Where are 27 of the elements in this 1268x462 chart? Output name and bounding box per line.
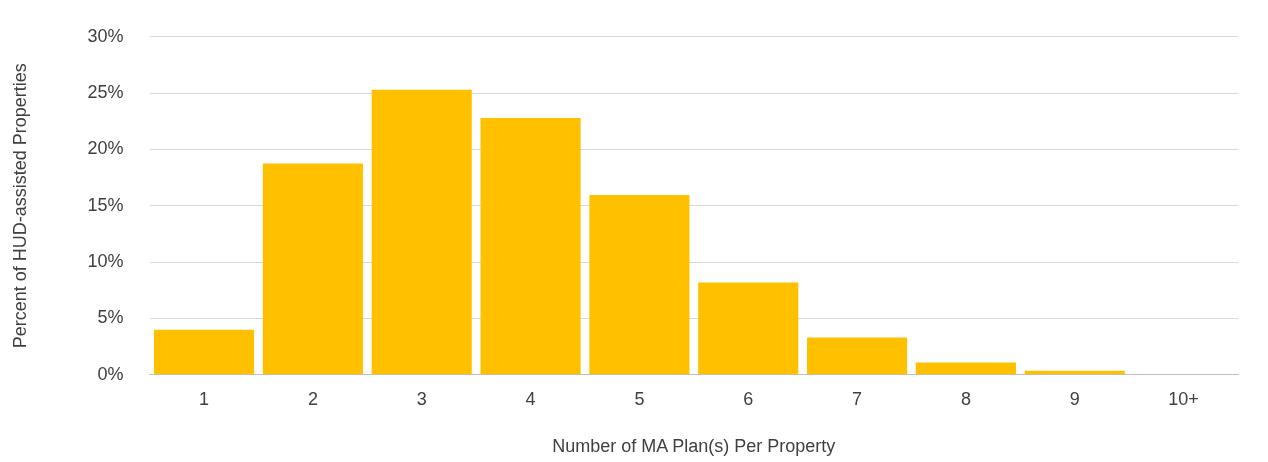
x-tick-label: 8 xyxy=(960,388,971,409)
x-tick-label: 9 xyxy=(1069,388,1080,409)
y-tick-label: 20% xyxy=(87,138,124,159)
y-tick-label: 15% xyxy=(87,194,124,215)
bar xyxy=(589,195,690,375)
bar xyxy=(153,329,255,375)
y-tick-label: 10% xyxy=(87,251,124,272)
y-tick-label: 5% xyxy=(97,307,124,328)
x-tick-label: 4 xyxy=(525,388,536,409)
x-tick-label: 3 xyxy=(416,388,427,409)
bar xyxy=(262,163,363,375)
bar xyxy=(807,337,908,375)
x-tick-label: 7 xyxy=(852,388,863,409)
bar xyxy=(480,117,581,375)
y-tick-label: 30% xyxy=(87,25,124,46)
x-tick-label: 1 xyxy=(199,388,210,409)
x-tick-label: 6 xyxy=(743,388,754,409)
y-axis-title: Percent of HUD-assisted Properties xyxy=(9,63,30,349)
x-tick-label: 10+ xyxy=(1168,388,1199,409)
y-tick-label: 25% xyxy=(87,82,124,103)
bar xyxy=(371,89,472,375)
y-tick-label: 0% xyxy=(97,363,124,384)
bar xyxy=(698,282,799,375)
x-tick-label: 2 xyxy=(307,388,318,409)
bar xyxy=(915,362,1016,375)
x-tick-label: 5 xyxy=(634,388,645,409)
x-axis-title: Number of MA Plan(s) Per Property xyxy=(552,436,836,457)
